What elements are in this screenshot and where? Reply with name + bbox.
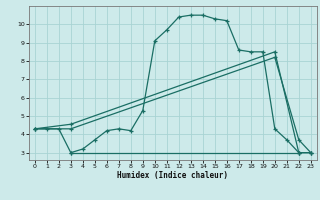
X-axis label: Humidex (Indice chaleur): Humidex (Indice chaleur) [117,171,228,180]
